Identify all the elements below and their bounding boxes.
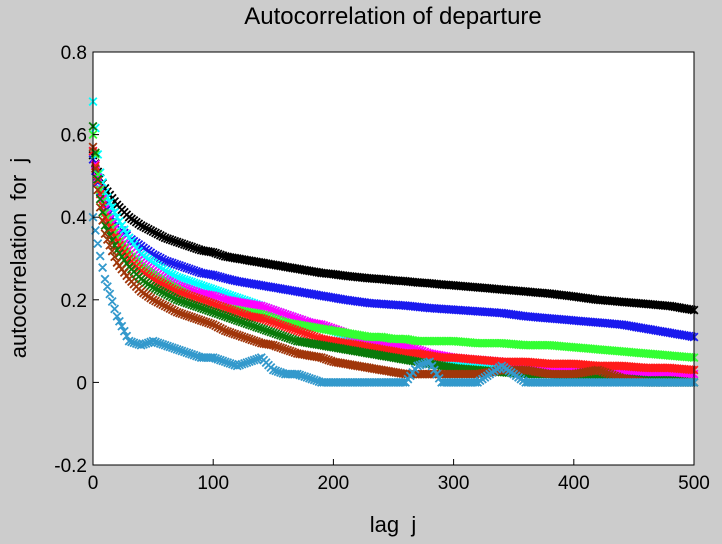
y-tick-label: 0 [76,373,87,394]
x-axis-ticks: 0 100 200 300 400 500 [88,459,710,494]
series-layer [88,97,699,387]
y-tick-label: 0.2 [61,291,87,312]
x-tick-label: 400 [558,473,590,494]
y-axis-ticks: -0.2 0 0.2 0.4 0.6 0.8 [54,43,99,477]
chart-title: Autocorrelation of departure [244,3,542,30]
x-tick-label: 500 [678,473,710,494]
x-tick-label: 300 [438,473,470,494]
y-axis-title: autocorrelation for j [6,158,31,359]
plot-frame [92,51,695,466]
y-tick-label: 0.6 [61,126,87,147]
y-tick-label: -0.2 [54,456,87,477]
plot-area [93,52,694,465]
y-tick-label: 0.8 [61,43,87,64]
x-tick-label: 200 [318,473,350,494]
x-axis-title: lag j [370,512,416,537]
x-tick-label: 100 [197,473,229,494]
y-tick-label: 0.4 [61,208,88,229]
x-tick-label: 0 [88,473,99,494]
